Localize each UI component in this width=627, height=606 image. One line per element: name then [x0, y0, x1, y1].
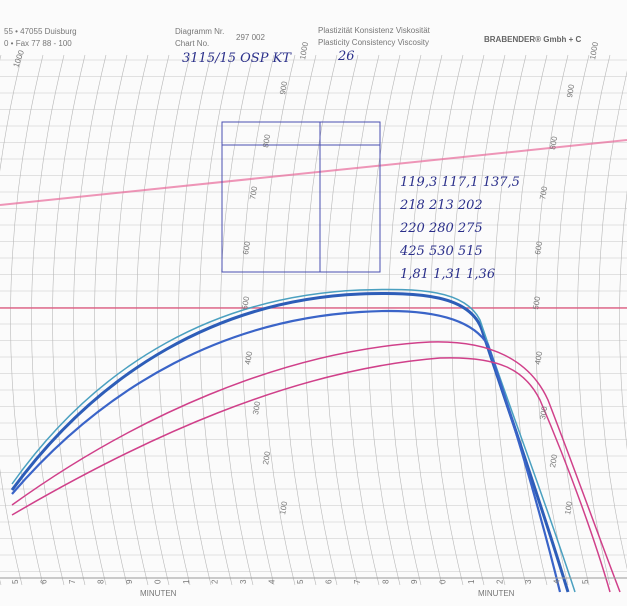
handwritten-sample: 3115/15 OSP KT — [182, 51, 292, 66]
minutes-unit: MINUTEN — [140, 589, 177, 598]
minute-label: 0 — [439, 579, 448, 584]
grid-arc — [598, 70, 627, 570]
grid-arc — [367, 54, 401, 586]
handwritten-number: 26 — [337, 49, 355, 64]
minute-label: 2 — [211, 579, 220, 584]
minute-label: 4 — [553, 579, 562, 584]
scale-label: 600 — [533, 240, 544, 255]
minute-label: 9 — [410, 579, 419, 584]
grid-arc — [556, 54, 590, 586]
grid-arc — [430, 54, 464, 586]
chart-label: Diagramm Nr. — [175, 27, 224, 36]
grid-arc — [136, 54, 170, 586]
grid-arc — [199, 54, 233, 586]
grid-arc — [94, 54, 128, 586]
handwritten-row: 218 213 202 — [399, 198, 483, 213]
scale-label: 700 — [538, 185, 549, 200]
grid-arc — [31, 54, 65, 586]
handwritten-box — [221, 121, 381, 273]
grid-arc — [493, 54, 527, 586]
chart-label: Chart No. — [175, 39, 209, 48]
grid-arc — [577, 54, 611, 586]
minute-label: 0 — [154, 579, 163, 584]
curve-blue — [11, 309, 562, 593]
minute-label: 1 — [182, 579, 191, 584]
minute-label: 6 — [325, 579, 334, 584]
grid-arc — [346, 54, 380, 586]
scale-label: 1000 — [588, 41, 600, 61]
minute-label: 7 — [353, 579, 362, 584]
scale-label: 300 — [251, 400, 262, 415]
quantity: Plastizität Konsistenz Viskosität — [318, 26, 431, 35]
grid-arc — [10, 54, 44, 586]
grid-arc — [388, 54, 422, 586]
grid-arc — [472, 54, 506, 586]
scale-label: 500 — [531, 295, 542, 310]
scale-label: 400 — [533, 350, 544, 365]
grid — [0, 54, 627, 586]
scale-label: 400 — [243, 350, 254, 365]
scale-label: 600 — [241, 240, 252, 255]
minute-label: 8 — [97, 579, 106, 584]
grid-arc — [262, 54, 296, 586]
minute-label: 6 — [40, 579, 49, 584]
grid-arc — [115, 54, 149, 586]
scale-label: 800 — [261, 133, 272, 148]
grid-arc — [619, 190, 627, 450]
minute-label: 8 — [382, 579, 391, 584]
grid-arc — [409, 54, 443, 586]
handwritten-row: 1,81 1,31 1,36 — [400, 267, 495, 282]
scale-label: 100 — [563, 500, 574, 515]
minutes-unit: MINUTEN — [478, 589, 515, 598]
curve-green — [11, 288, 576, 593]
curve-pink — [11, 341, 621, 593]
handwritten-row: 220 280 275 — [399, 221, 483, 236]
grid-arc — [514, 54, 548, 586]
minute-label: 1 — [467, 579, 476, 584]
grid-arc — [0, 54, 23, 586]
scale-label: 700 — [248, 185, 259, 200]
minute-label: 5 — [581, 579, 590, 584]
grid-arc — [241, 54, 275, 586]
scale-label: 200 — [548, 453, 559, 468]
grid-arc — [52, 54, 86, 586]
minute-label: 5 — [296, 579, 305, 584]
grid-arc — [178, 54, 212, 586]
scale-label: 800 — [548, 135, 559, 150]
scale-label: 900 — [565, 83, 576, 98]
company: BRABENDER® Gmbh + C — [484, 35, 581, 44]
chart-number: 297 002 — [236, 33, 265, 42]
minute-label: 3 — [239, 579, 248, 584]
scale-label: 900 — [278, 80, 289, 95]
curve-pink — [11, 357, 611, 593]
minute-label: 3 — [524, 579, 533, 584]
handwritten-row: 425 530 515 — [399, 244, 483, 259]
minute-label: 5 — [11, 579, 20, 584]
scale-label: 200 — [261, 450, 272, 465]
grid-arc — [220, 54, 254, 586]
address: 0 • Fax 77 88 - 100 — [4, 39, 72, 48]
pink-line — [0, 139, 627, 206]
minute-label: 4 — [268, 579, 277, 584]
grid-arc — [283, 54, 317, 586]
grid-arc — [304, 54, 338, 586]
grid-arc — [325, 54, 359, 586]
scale-label: 1000 — [298, 41, 310, 61]
minute-label: 9 — [125, 579, 134, 584]
grid-arc — [535, 54, 569, 586]
address: 55 • 47055 Duisburg — [4, 27, 77, 36]
handwritten-row: 119,3 117,1 137,5 — [400, 175, 520, 190]
quantity: Plasticity Consistency Viscosity — [318, 38, 429, 47]
grid-arc — [73, 54, 107, 586]
grid-arc — [157, 54, 191, 586]
scale-label: 300 — [538, 405, 549, 420]
minute-label: 2 — [496, 579, 505, 584]
scale-label: 100 — [278, 500, 289, 515]
scale-label: 500 — [240, 295, 251, 310]
minute-label: 7 — [68, 579, 77, 584]
